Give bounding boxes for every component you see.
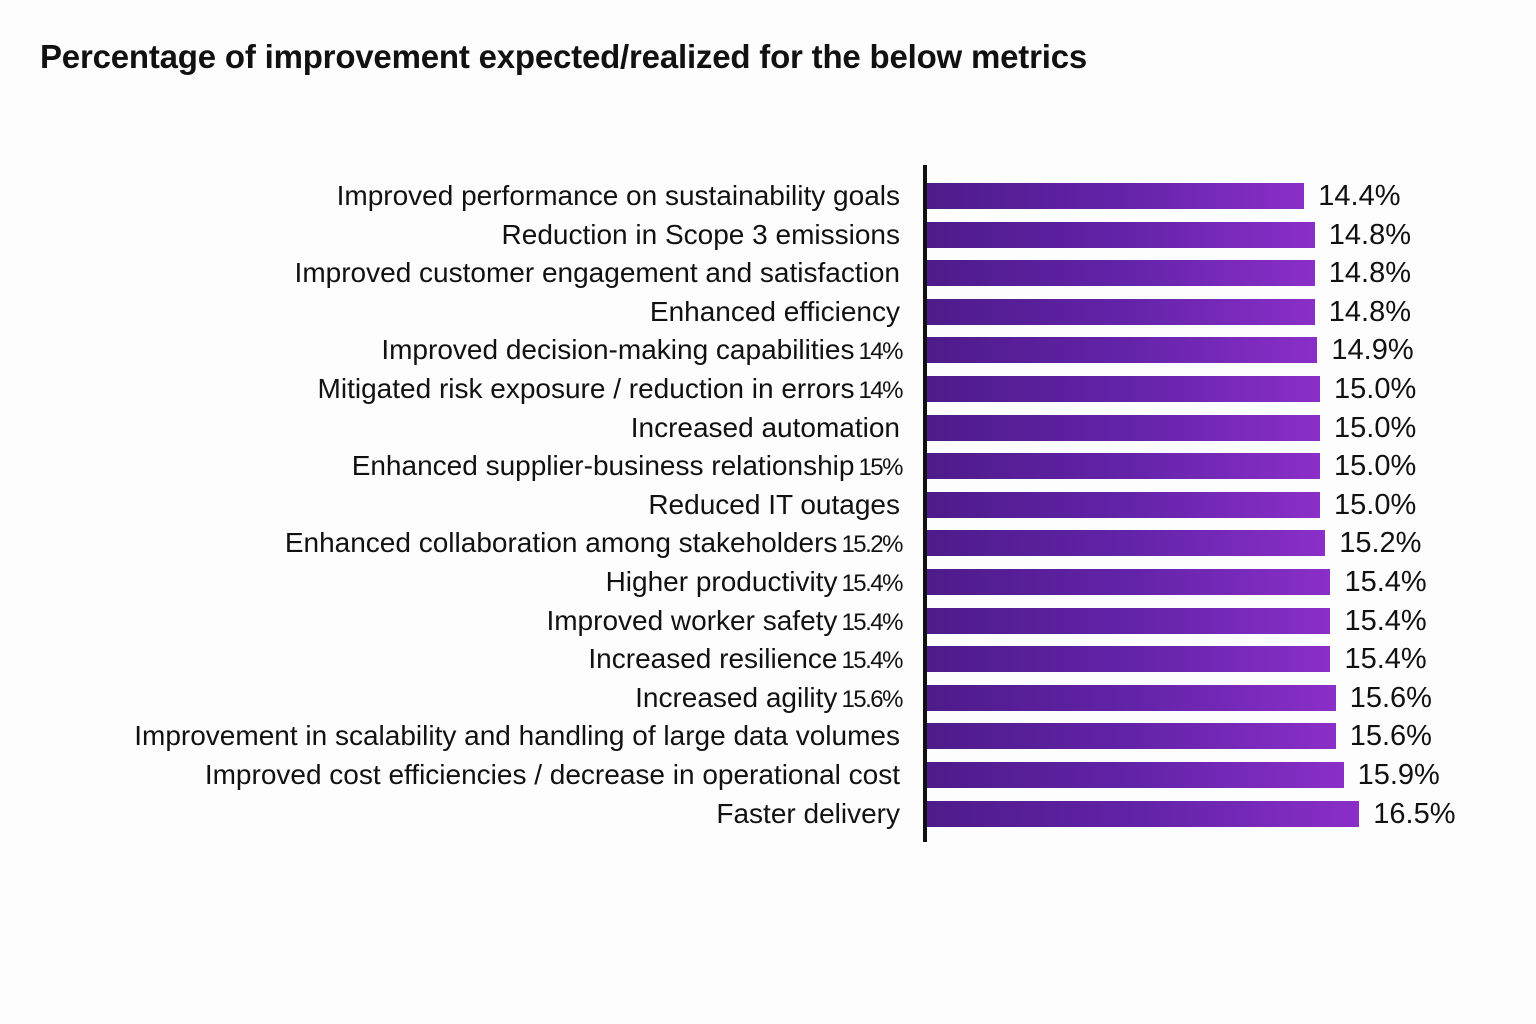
bar-row: Improved decision-making capabilities 14%… [0, 331, 1536, 369]
category-label: Faster delivery [716, 795, 900, 833]
bar-row: Enhanced collaboration among stakeholder… [0, 524, 1536, 562]
category-label-suffix: 15.2% [841, 531, 903, 559]
value-label: 14.9% [1331, 334, 1414, 367]
category-label: Increased agility 15.6% [635, 679, 903, 717]
category-label-text: Mitigated risk exposure / reduction in e… [317, 373, 855, 404]
category-label-text: Faster delivery [716, 797, 900, 829]
bar [927, 800, 1360, 827]
category-label-text: Improved decision-making capabilities [381, 334, 855, 366]
value-label: 15.4% [1344, 643, 1427, 676]
value-label: 14.8% [1328, 295, 1411, 328]
category-label-suffix: 14% [858, 377, 903, 404]
category-label-text: Reduced IT outages [648, 488, 900, 520]
bar [927, 414, 1320, 441]
bar-row: Higher productivity 15.4% 15.4% [0, 563, 1536, 601]
value-label: 14.8% [1328, 218, 1411, 251]
category-label: Improved worker safety 15.4% [546, 602, 903, 640]
bar [927, 183, 1305, 209]
category-label: Enhanced collaboration among stakeholder… [284, 524, 904, 562]
bar-row: Mitigated risk exposure / reduction in e… [0, 370, 1536, 408]
value-label: 15.0% [1334, 411, 1417, 444]
bar-row: Improvement in scalability and handling … [0, 717, 1536, 755]
category-label-suffix: 15.4% [841, 570, 903, 597]
category-label: Improved decision-making capabilities 14% [381, 331, 903, 369]
value-label: 15.4% [1344, 604, 1427, 637]
value-label: 14.8% [1328, 257, 1411, 290]
bar [927, 723, 1336, 750]
category-label-suffix: 15.6% [841, 685, 903, 713]
bar [927, 260, 1315, 287]
bar [927, 646, 1331, 673]
value-label: 15.6% [1349, 681, 1432, 714]
bar-row: Enhanced supplier-business relationship 1… [0, 447, 1536, 485]
bar-row: Increased agility 15.6% 15.6% [0, 679, 1536, 717]
category-label-text: Improvement in scalability and handling … [134, 720, 900, 752]
category-label: Reduction in Scope 3 emissions [502, 216, 900, 254]
category-label-text: Improved customer engagement and satisfa… [294, 257, 900, 289]
category-label: Improved performance on sustainability g… [337, 177, 900, 215]
category-label-suffix: 15.4% [841, 647, 903, 675]
bar-row: Reduction in Scope 3 emissions 14.8% [0, 216, 1536, 254]
bar-row: Improved performance on sustainability g… [0, 177, 1536, 215]
bar-row: Reduced IT outages 15.0% [0, 486, 1536, 524]
category-label-suffix: 14% [858, 338, 903, 366]
category-label-text: Improved cost efficiencies / decrease in… [204, 759, 900, 790]
category-label: Reduced IT outages [648, 486, 900, 524]
bar [927, 221, 1315, 248]
bar-row: Enhanced efficiency 14.8% [0, 293, 1536, 331]
bar [927, 298, 1315, 325]
bar [927, 453, 1320, 480]
category-label-text: Reduction in Scope 3 emissions [501, 218, 900, 250]
bar-row: Improved cost efficiencies / decrease in… [0, 756, 1536, 794]
category-label: Enhanced supplier-business relationship 1… [351, 447, 904, 485]
bar [927, 762, 1344, 788]
bar [927, 337, 1318, 364]
bar [927, 569, 1331, 595]
category-label-suffix: 15.4% [841, 608, 903, 636]
bar-row: Faster delivery 16.5% [0, 795, 1536, 833]
value-label: 15.0% [1334, 488, 1417, 521]
value-label: 15.4% [1344, 566, 1427, 598]
bar-row: Improved worker safety 15.4% 15.4% [0, 602, 1536, 640]
chart-title: Percentage of improvement expected/reali… [40, 38, 1087, 75]
category-label-text: Increased resilience [588, 643, 838, 675]
category-label-text: Increased agility [635, 681, 838, 713]
bar-row: Increased resilience 15.4% 15.4% [0, 640, 1536, 678]
value-label: 15.6% [1349, 720, 1432, 753]
category-label-text: Improved worker safety [546, 604, 838, 636]
value-label: 15.0% [1334, 373, 1417, 405]
value-label: 14.4% [1318, 180, 1401, 212]
bar [927, 491, 1320, 518]
category-label-text: Higher productivity [605, 566, 838, 597]
category-label: Enhanced efficiency [650, 293, 900, 331]
bar [927, 607, 1331, 634]
bar-row: Improved customer engagement and satisfa… [0, 254, 1536, 292]
category-label-suffix: 15% [858, 454, 903, 482]
y-axis-line [923, 165, 927, 842]
value-label: 15.2% [1339, 527, 1422, 560]
value-label: 15.9% [1357, 759, 1440, 791]
value-label: 15.0% [1334, 450, 1417, 483]
category-label-text: Enhanced collaboration among stakeholder… [284, 527, 838, 559]
category-label: Improved cost efficiencies / decrease in… [205, 756, 900, 794]
category-label: Improvement in scalability and handling … [134, 717, 900, 755]
bar [927, 684, 1336, 711]
category-label-text: Enhanced supplier-business relationship [351, 450, 855, 482]
category-label: Improved customer engagement and satisfa… [295, 254, 900, 292]
category-label: Increased automation [631, 409, 900, 447]
bar [927, 376, 1320, 402]
category-label: Increased resilience 15.4% [588, 640, 903, 678]
bar [927, 530, 1326, 557]
category-label: Mitigated risk exposure / reduction in e… [317, 370, 904, 408]
category-label-text: Improved performance on sustainability g… [336, 180, 900, 211]
category-label-text: Enhanced efficiency [649, 295, 900, 327]
bar-row: Increased automation 15.0% [0, 409, 1536, 447]
value-label: 16.5% [1373, 797, 1456, 830]
category-label: Higher productivity 15.4% [605, 563, 904, 601]
category-label-text: Increased automation [630, 411, 900, 443]
